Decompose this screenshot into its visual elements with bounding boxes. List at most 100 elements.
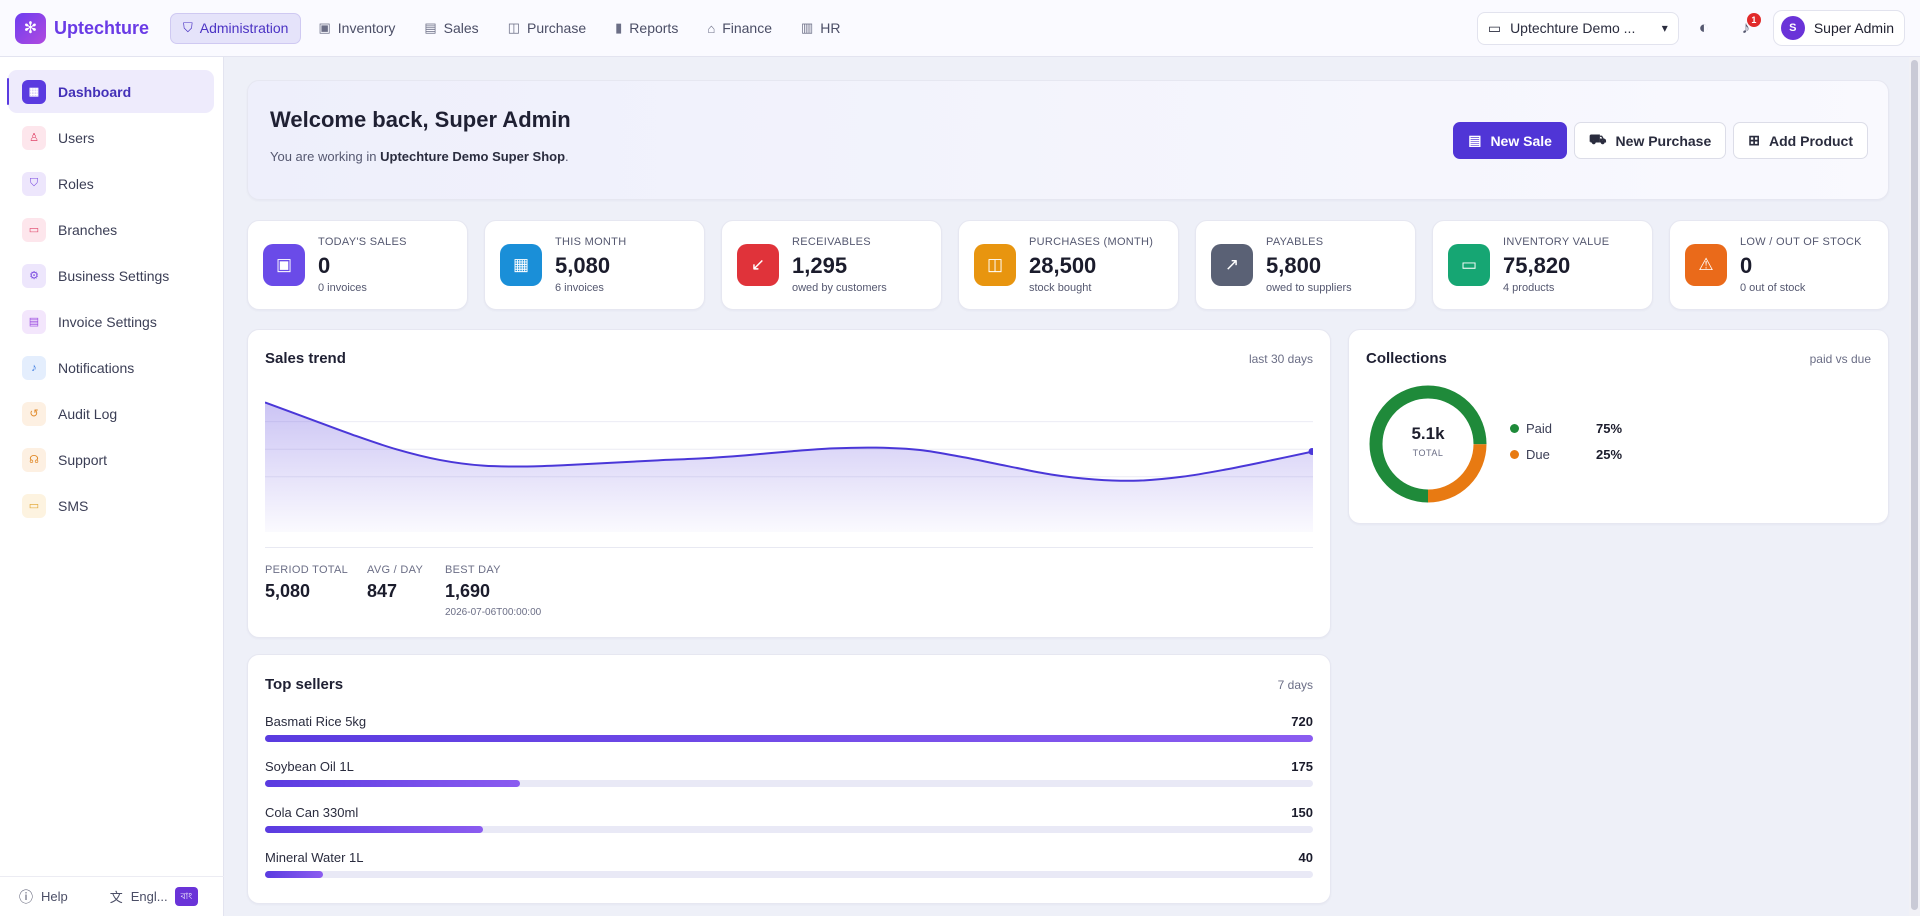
kpi-sub: stock bought (1029, 282, 1092, 294)
stat-value: 1,690 (445, 581, 491, 601)
user-name: Super Admin (1813, 20, 1894, 36)
donut-total-label: TOTAL (1412, 448, 1444, 458)
app-logo[interactable]: ✻ Uptechture (15, 12, 170, 44)
legend-pct: 75% (1596, 421, 1623, 436)
translate-icon: 文 (109, 890, 123, 905)
sidebar-item-audit-log[interactable]: ↺ Audit Log (8, 392, 214, 435)
logo-icon: ✻ (15, 12, 46, 44)
dashboard-icon: ▦ (22, 79, 46, 104)
kpi-label: RECEIVABLES (792, 236, 871, 248)
sales-trend-card: Sales trend last 30 days PERIOD TOTAL 5,… (247, 329, 1331, 638)
legend-due: Due 25% (1510, 447, 1622, 462)
quick-actions: ▤ New Sale ⛟ New Purchase ⊞ Add Product (1446, 122, 1868, 159)
top-right-controls: ▭ Uptechture Demo ... ▾ ◐ ♪ 1 S Super Ad… (1476, 10, 1905, 46)
legend-dot (1510, 424, 1519, 433)
notifications-button[interactable]: ♪ 1 (1729, 11, 1763, 45)
kpi-purchases-month[interactable]: ◫ PURCHASES (MONTH) 28,500 stock bought (958, 220, 1179, 310)
kpi-label: THIS MONTH (555, 236, 627, 248)
kpi-value: 1,295 (792, 253, 848, 278)
gear-icon: ⚙ (22, 263, 46, 288)
stat-best-day: BEST DAY 1,690 2026-07-06T00:00:00 (445, 564, 541, 618)
kpi-receivables[interactable]: ↙ RECEIVABLES 1,295 owed by customers (721, 220, 942, 310)
collections-donut (1369, 385, 1487, 503)
sidebar-item-label: Business Settings (58, 267, 170, 284)
top-bar: ✻ Uptechture ⛉ Administration ▣ Inventory … (0, 0, 1920, 57)
branch-select[interactable]: ▭ Uptechture Demo ... ▾ (1476, 11, 1679, 45)
working-in-text: You are working in Uptechture Demo Super… (270, 149, 569, 164)
sidebar-item-invoice-settings[interactable]: ▤ Invoice Settings (8, 300, 214, 343)
page-title: Welcome back, Super Admin (270, 107, 571, 132)
sidebar-item-label: Notifications (58, 359, 135, 376)
arrow-down-left-icon: ↙ (737, 244, 779, 286)
kpi-sub: 6 invoices (555, 282, 604, 294)
divider (265, 547, 1313, 548)
bell-icon: ♪ (22, 355, 46, 380)
top-sellers-card: Top sellers 7 days Basmati Rice 5kg 720 … (247, 654, 1331, 904)
topnav-label: Inventory (337, 20, 396, 36)
add-product-button[interactable]: ⊞ Add Product (1733, 122, 1868, 159)
new-purchase-button[interactable]: ⛟ New Purchase (1573, 122, 1727, 159)
topnav-label: Reports (629, 20, 679, 36)
sidebar-item-roles[interactable]: ⛉ Roles (8, 162, 214, 205)
calendar-grid-icon: ▦ (500, 244, 542, 286)
sidebar-item-notifications[interactable]: ♪ Notifications (8, 346, 214, 389)
kpi-value: 5,080 (555, 253, 611, 278)
topnav-hr[interactable]: ▥ HR (789, 13, 853, 44)
kpi-low-stock[interactable]: ⚠ LOW / OUT OF STOCK 0 0 out of stock (1669, 220, 1889, 310)
sidebar-item-users[interactable]: ♙ Users (8, 116, 214, 159)
chevron-down-icon: ▾ (1661, 21, 1668, 35)
topnav-finance[interactable]: ⌂ Finance (695, 13, 784, 44)
collections-meta: paid vs due (1809, 352, 1871, 366)
sidebar: ▦ Dashboard ♙ Users ⛉ Roles ▭ Branches ⚙… (0, 57, 224, 916)
seller-bar-track (265, 735, 1313, 742)
seller-qty: 150 (1291, 805, 1313, 820)
language-alt-badge[interactable]: বাং (174, 887, 199, 906)
topnav-purchase[interactable]: ◫ Purchase (496, 13, 598, 44)
store-icon: ▭ (1487, 19, 1502, 36)
new-sale-label: New Sale (1490, 132, 1552, 149)
sidebar-item-branches[interactable]: ▭ Branches (8, 208, 214, 251)
list-item[interactable]: Soybean Oil 1L 175 (265, 759, 1313, 799)
list-item[interactable]: Cola Can 330ml 150 (265, 805, 1313, 845)
kpi-label: PAYABLES (1266, 236, 1324, 248)
language-label: Engl... (130, 889, 168, 904)
topnav-administration[interactable]: ⛉ Administration (170, 12, 302, 44)
new-sale-button[interactable]: ▤ New Sale (1453, 122, 1567, 159)
help-link[interactable]: ⓘ Help (19, 887, 68, 907)
seller-bar-track (265, 780, 1313, 787)
donut-total: 5.1k (1411, 424, 1445, 443)
page-scrollbar[interactable] (1909, 57, 1920, 916)
topnav-sales[interactable]: ▤ Sales (412, 13, 490, 44)
kpi-inventory-value[interactable]: ▭ INVENTORY VALUE 75,820 4 products (1432, 220, 1653, 310)
kpi-sub: 4 products (1503, 282, 1555, 294)
bank-icon: ⌂ (707, 20, 716, 36)
topnav-inventory[interactable]: ▣ Inventory (306, 13, 407, 44)
seller-qty: 175 (1291, 759, 1313, 774)
sidebar-item-dashboard[interactable]: ▦ Dashboard (7, 70, 214, 113)
kpi-sub: 0 out of stock (1740, 282, 1806, 294)
kpi-payables[interactable]: ↗ PAYABLES 5,800 owed to suppliers (1195, 220, 1416, 310)
sidebar-item-business-settings[interactable]: ⚙ Business Settings (8, 254, 214, 297)
stat-label: PERIOD TOTAL (265, 564, 349, 576)
sidebar-item-sms[interactable]: ▭ SMS (8, 484, 214, 527)
palette-icon: ◐ (1698, 18, 1709, 37)
seller-bar-track (265, 826, 1313, 833)
kpi-this-month[interactable]: ▦ THIS MONTH 5,080 6 invoices (484, 220, 705, 310)
stat-value: 5,080 (265, 581, 311, 601)
top-nav: ⛉ Administration ▣ Inventory ▤ Sales ◫ Purch… (170, 12, 858, 44)
trend-area (265, 402, 1313, 532)
user-menu[interactable]: S Super Admin (1772, 10, 1905, 46)
list-item[interactable]: Mineral Water 1L 40 (265, 850, 1313, 890)
scrollbar-thumb[interactable] (1911, 60, 1918, 910)
arrow-up-right-icon: ↗ (1211, 244, 1253, 286)
sidebar-item-label: Support (58, 451, 108, 468)
topnav-reports[interactable]: ▮ Reports (603, 13, 690, 44)
list-item[interactable]: Basmati Rice 5kg 720 (265, 714, 1313, 754)
language-switcher[interactable]: 文 Engl... বাং (109, 887, 199, 906)
sidebar-item-support[interactable]: ☊ Support (8, 438, 214, 481)
donut-slice-due (1369, 385, 1487, 503)
sidebar-item-label: SMS (58, 497, 89, 514)
kpi-todays-sales[interactable]: ▣ TODAY'S SALES 0 0 invoices (247, 220, 468, 310)
theme-button[interactable]: ◐ (1687, 11, 1721, 45)
stat-avg-day: AVG / DAY 847 (367, 564, 423, 602)
